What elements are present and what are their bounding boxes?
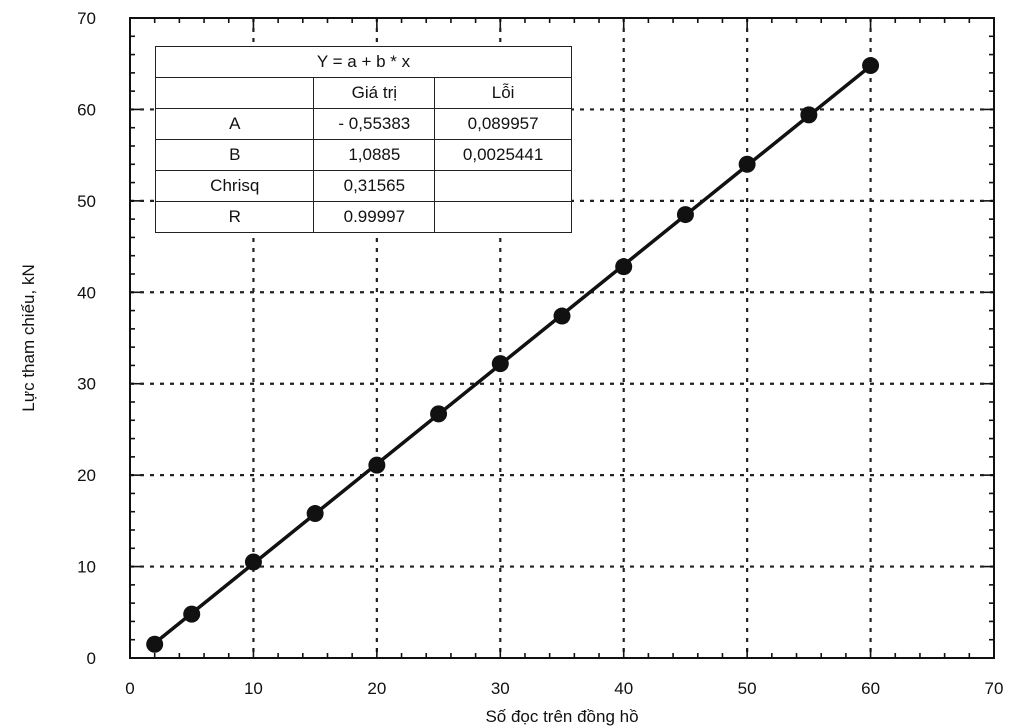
fit-parameters-table: Y = a + b * x Giá trị Lỗi A - 0,55383 0,… bbox=[154, 46, 572, 233]
table-cell: 0,089957 bbox=[434, 108, 572, 140]
data-point bbox=[676, 206, 694, 224]
x-tick-label: 40 bbox=[614, 679, 633, 698]
data-point bbox=[862, 57, 880, 75]
data-point bbox=[244, 553, 262, 571]
fit-line bbox=[147, 59, 878, 650]
y-tick-label: 30 bbox=[77, 375, 96, 394]
data-point bbox=[738, 155, 756, 173]
table-cell: 0.99997 bbox=[313, 201, 436, 233]
table-cell: R bbox=[154, 201, 315, 233]
data-point bbox=[553, 307, 571, 325]
y-tick-label: 60 bbox=[77, 100, 96, 119]
table-row: Chrisq 0,31565 bbox=[154, 170, 572, 202]
y-tick-labels: 0 10 20 30 40 50 60 70 bbox=[77, 9, 96, 668]
fit-equation: Y = a + b * x bbox=[155, 46, 572, 78]
fit-table-header-row: Giá trị Lỗi bbox=[154, 77, 572, 109]
table-cell bbox=[434, 170, 572, 202]
x-tick-label: 20 bbox=[367, 679, 386, 698]
data-point bbox=[491, 355, 509, 373]
data-point bbox=[368, 456, 386, 474]
table-cell bbox=[434, 201, 572, 233]
plot-frame bbox=[129, 17, 995, 659]
x-tick-label: 0 bbox=[125, 679, 134, 698]
data-point bbox=[306, 505, 324, 523]
table-header-cell: Lỗi bbox=[434, 77, 572, 109]
y-tick-label: 20 bbox=[77, 466, 96, 485]
table-cell: Chrisq bbox=[154, 170, 315, 202]
table-cell: 0,31565 bbox=[313, 170, 436, 202]
table-row: R 0.99997 bbox=[154, 201, 572, 233]
table-cell: 1,0885 bbox=[313, 139, 436, 171]
data-point bbox=[183, 605, 201, 623]
y-tick-label: 40 bbox=[77, 283, 96, 302]
data-point bbox=[146, 635, 164, 653]
data-point bbox=[615, 258, 633, 276]
table-cell: - 0,55383 bbox=[313, 108, 436, 140]
table-header-cell bbox=[154, 77, 315, 109]
data-point bbox=[430, 405, 448, 423]
data-points bbox=[146, 57, 880, 653]
y-tick-label: 0 bbox=[87, 649, 96, 668]
y-tick-label: 70 bbox=[77, 9, 96, 28]
table-cell: B bbox=[154, 139, 315, 171]
y-tick-label: 50 bbox=[77, 192, 96, 211]
table-header-cell: Giá trị bbox=[313, 77, 436, 109]
x-tick-label: 50 bbox=[738, 679, 757, 698]
x-tick-label: 10 bbox=[244, 679, 263, 698]
x-tick-label: 70 bbox=[985, 679, 1004, 698]
table-cell: 0,0025441 bbox=[434, 139, 572, 171]
x-tick-labels: 0 10 20 30 40 50 60 70 bbox=[125, 679, 1003, 698]
table-row: B 1,0885 0,0025441 bbox=[154, 139, 572, 171]
x-axis-label: Số đọc trên đồng hồ bbox=[485, 707, 638, 726]
table-row: A - 0,55383 0,089957 bbox=[154, 108, 572, 140]
table-cell: A bbox=[154, 108, 315, 140]
y-tick-label: 10 bbox=[77, 558, 96, 577]
fit-table-title-row: Y = a + b * x bbox=[155, 46, 572, 78]
x-tick-label: 60 bbox=[861, 679, 880, 698]
y-axis-label: Lực tham chiếu, kN bbox=[19, 264, 38, 411]
x-tick-label: 30 bbox=[491, 679, 510, 698]
data-point bbox=[800, 106, 818, 124]
